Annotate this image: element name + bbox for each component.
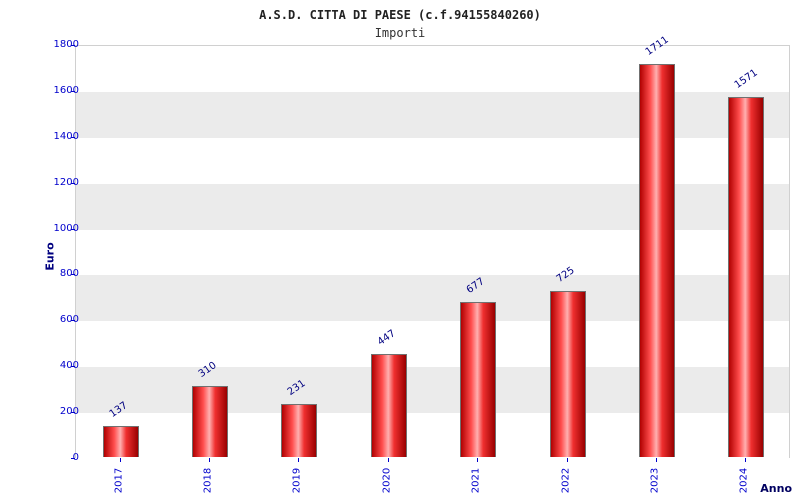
x-tick-mark	[655, 458, 657, 462]
y-tick-mark	[71, 90, 75, 92]
grid-band	[76, 183, 789, 230]
y-tick-mark	[71, 274, 75, 276]
bar	[728, 96, 765, 457]
x-tick-label: 2020	[381, 467, 393, 494]
x-tick-label: 2023	[649, 467, 661, 494]
y-tick-mark	[71, 366, 75, 368]
y-tick-label: 600	[59, 314, 79, 326]
x-tick-mark	[566, 458, 568, 462]
y-tick-label: 1800	[53, 39, 79, 50]
y-tick-label: 1000	[53, 222, 79, 234]
grid-band	[76, 275, 789, 322]
y-tick-label: 1600	[53, 84, 79, 96]
y-tick-mark	[71, 182, 75, 184]
chart-title: A.S.D. CITTA DI PAESE (c.f.94155840260)	[259, 8, 541, 22]
y-tick-mark	[71, 412, 75, 414]
grid-band	[76, 321, 789, 368]
grid-band	[76, 91, 789, 138]
x-axis-title: Anno	[760, 482, 792, 495]
x-tick-label: 2024	[738, 467, 750, 494]
x-tick-label: 2017	[113, 467, 125, 494]
plot-area	[75, 45, 790, 459]
y-tick-mark	[71, 320, 75, 322]
grid-band	[76, 229, 789, 276]
y-tick-label: 1400	[53, 130, 79, 142]
bar	[460, 301, 497, 457]
x-tick-label: 2018	[202, 467, 214, 494]
bar	[192, 385, 229, 457]
y-tick-mark	[71, 45, 75, 46]
chart-subtitle: Importi	[374, 26, 426, 40]
grid-band	[76, 413, 789, 459]
x-tick-label: 2021	[470, 467, 482, 494]
y-tick-label: 0	[72, 452, 79, 463]
grid-band	[76, 46, 789, 92]
y-tick-mark	[71, 136, 75, 138]
y-tick-label: 400	[59, 360, 79, 372]
bar	[549, 290, 586, 457]
grid-band	[76, 137, 789, 184]
bar	[102, 425, 139, 457]
bar	[281, 404, 318, 457]
x-tick-mark	[298, 458, 300, 462]
y-tick-label: 200	[59, 406, 79, 418]
x-tick-mark	[477, 458, 479, 462]
x-tick-mark	[209, 458, 211, 462]
y-tick-mark	[71, 458, 75, 459]
x-tick-mark	[387, 458, 389, 462]
y-tick-label: 800	[59, 268, 79, 280]
y-tick-label: 1200	[53, 176, 79, 188]
x-tick-mark	[119, 458, 121, 462]
y-tick-mark	[71, 228, 75, 230]
x-tick-mark	[745, 458, 747, 462]
x-tick-label: 2019	[291, 467, 303, 494]
y-axis-title: Euro	[43, 242, 57, 271]
bar	[370, 354, 407, 457]
grid-band	[76, 367, 789, 414]
x-tick-label: 2022	[560, 467, 572, 494]
bar	[638, 64, 675, 457]
